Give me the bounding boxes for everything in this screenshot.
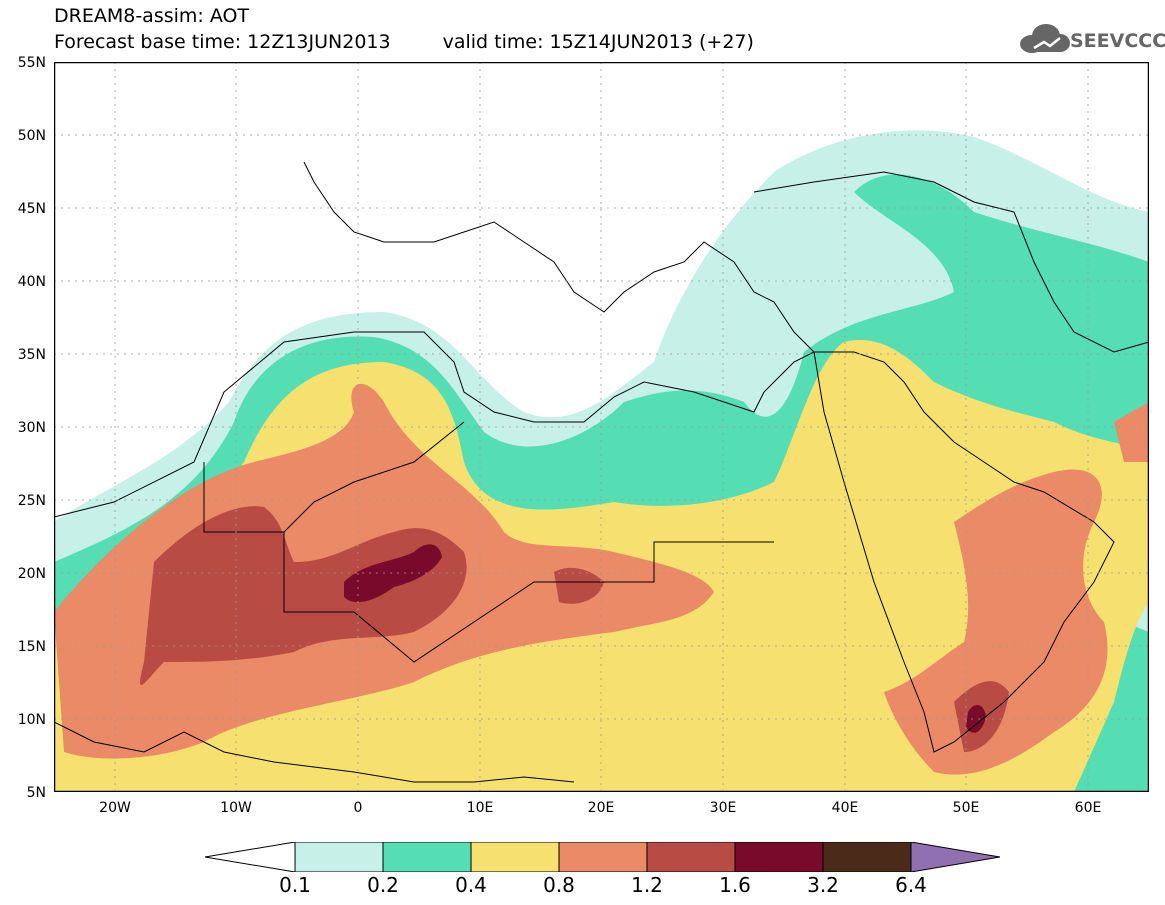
colorbar-label: 0.2: [367, 873, 399, 897]
colorbar-arrow-low: [205, 842, 296, 872]
lon-label: 10W: [220, 800, 252, 816]
colorbar-swatch: [734, 842, 824, 872]
colorbar-swatch: [382, 842, 472, 872]
coastlines: [54, 161, 1149, 783]
colorbar-label: 0.1: [279, 873, 311, 897]
colorbar-label: 3.2: [807, 873, 839, 897]
colorbar: [205, 842, 1000, 872]
colorbar-swatch: [470, 842, 560, 872]
lon-label: 10E: [466, 800, 494, 816]
colorbar-label: 1.2: [631, 873, 663, 897]
lat-label: 5N: [26, 785, 46, 801]
lon-label: 20W: [99, 800, 131, 816]
colorbar-label: 6.4: [895, 873, 927, 897]
colorbar-swatch: [646, 842, 736, 872]
lat-label: 25N: [17, 493, 46, 509]
lat-label: 45N: [17, 201, 46, 217]
cloud-icon: [1020, 24, 1070, 53]
colorbar-label: 0.4: [455, 873, 487, 897]
base-time-label: Forecast base time: 12Z13JUN2013: [54, 31, 391, 53]
lon-label: 60E: [1074, 800, 1102, 816]
colorbar-swatch: [294, 842, 384, 872]
logo: [1020, 24, 1070, 53]
colorbar-label: 0.8: [543, 873, 575, 897]
lat-label: 15N: [17, 639, 46, 655]
lon-label: 40E: [831, 800, 859, 816]
aot-contour-0.8: [54, 383, 1149, 775]
lat-label: 50N: [17, 128, 46, 144]
colorbar-swatch: [822, 842, 912, 872]
lat-label: 55N: [17, 55, 46, 71]
aot-contour-1.2: [140, 506, 1009, 752]
valid-time-label: valid time: 15Z14JUN2013 (+27): [442, 31, 754, 53]
lon-label: 0: [353, 800, 363, 816]
colorbar-swatch: [558, 842, 648, 872]
lat-label: 20N: [17, 566, 46, 582]
lat-label: 35N: [17, 347, 46, 363]
plot-title: DREAM8-assim: AOT: [54, 5, 250, 27]
lon-label: 20E: [587, 800, 615, 816]
colorbar-label: 1.6: [719, 873, 751, 897]
graticule: [54, 62, 1149, 792]
colorbar-arrow-high: [910, 842, 1000, 872]
lat-label: 40N: [17, 274, 46, 290]
logo-text: SEEVCCC: [1070, 30, 1165, 52]
aot-contour-1.6: [344, 544, 986, 733]
lon-label: 30E: [709, 800, 737, 816]
lat-label: 10N: [17, 712, 46, 728]
lon-label: 50E: [952, 800, 980, 816]
plot-subtitle: Forecast base time: 12Z13JUN2013 valid ti…: [54, 32, 754, 52]
lat-label: 30N: [17, 420, 46, 436]
aot-map: [54, 62, 1149, 792]
